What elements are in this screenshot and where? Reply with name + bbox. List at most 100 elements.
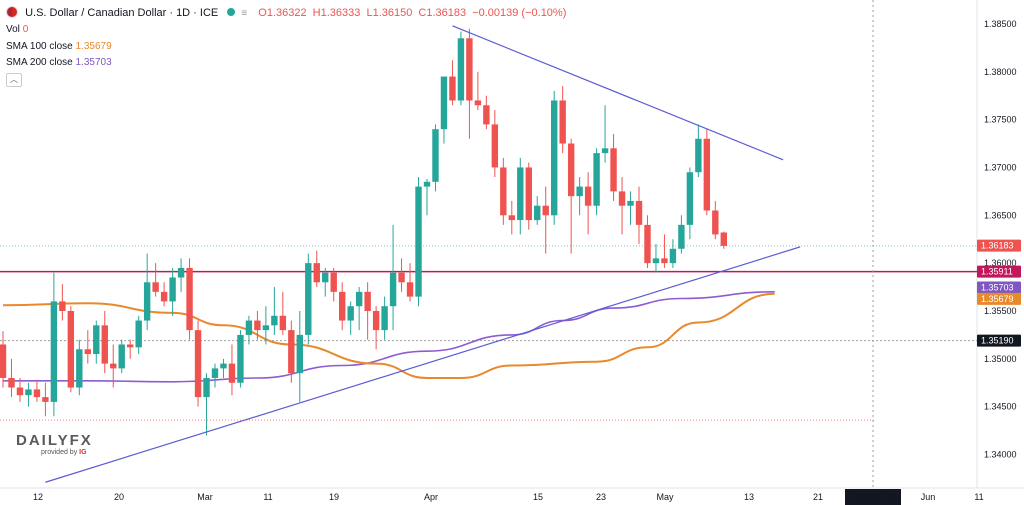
price-tag-bg: [977, 265, 1021, 278]
candle-body: [262, 325, 270, 331]
candle-body: [669, 248, 677, 264]
candle: [372, 306, 380, 350]
vol-value: 0: [22, 24, 29, 35]
sma200-value: 1.35703: [75, 57, 112, 68]
candle-body: [152, 282, 159, 292]
candle: [127, 339, 134, 359]
x-tick-label: 19: [329, 492, 339, 502]
candle: [59, 284, 66, 321]
candle-body: [237, 334, 244, 383]
candle: [449, 60, 456, 106]
sma200-price-tag: 1.35703: [977, 281, 1021, 294]
candle-body: [406, 282, 414, 297]
x-tick-label: Apr: [424, 492, 438, 502]
candle: [33, 379, 41, 402]
sma100-line: [2, 292, 775, 379]
candle-body: [534, 205, 541, 221]
date-tag-label: 28 May '24: [851, 492, 895, 502]
candle-body: [576, 186, 583, 197]
symbol-title[interactable]: U.S. Dollar / Canadian Dollar · 1D · ICE: [25, 7, 219, 19]
x-tick-label: 13: [744, 492, 754, 502]
candle-body: [135, 320, 142, 348]
x-tick-label: Mar: [197, 492, 213, 502]
candle: [474, 71, 482, 111]
candle-body: [381, 306, 388, 331]
sma100-legend[interactable]: SMA 100 close 1.35679: [6, 40, 112, 54]
ig-brand: IG: [79, 449, 87, 456]
collapse-legend-icon[interactable]: ︿: [6, 73, 22, 87]
candle: [101, 310, 108, 374]
candle-body: [449, 76, 456, 101]
y-tick-label: 1.36000: [984, 258, 1017, 268]
candle: [364, 282, 371, 340]
sma100-price-tag: 1.35679: [977, 292, 1021, 305]
candle-body: [525, 167, 532, 221]
candle-body: [101, 325, 108, 364]
candle-body: [347, 306, 354, 321]
y-tick-label: 1.37500: [984, 115, 1017, 125]
candle: [254, 310, 261, 340]
candle-body: [491, 124, 499, 168]
candle: [305, 253, 312, 345]
candle-body: [618, 191, 626, 206]
candle-body: [398, 272, 405, 283]
candle-body: [466, 38, 473, 101]
candles: [0, 28, 727, 436]
trendlines[interactable]: [45, 25, 801, 483]
volume-legend[interactable]: Vol 0: [6, 23, 28, 37]
candle-body: [143, 282, 151, 321]
candle: [483, 95, 490, 130]
price-axis[interactable]: 1.38500 1.38000 1.37500 1.37000 1.36500 1.360…: [984, 19, 1017, 460]
logo-sub-prefix: provided by: [41, 449, 78, 456]
candle: [559, 86, 566, 154]
candle: [525, 162, 532, 230]
y-tick-label: 1.38000: [984, 67, 1017, 77]
candle: [288, 320, 295, 383]
x-tick-label: 21: [813, 492, 823, 502]
candle: [695, 124, 702, 178]
candle-body: [177, 267, 185, 278]
candle-body: [678, 224, 685, 249]
candle-body: [601, 148, 609, 154]
compare-icon[interactable]: ≡: [241, 8, 248, 19]
candle: [330, 267, 337, 302]
candle-body: [160, 291, 168, 302]
dailyfx-logo: DAILYFX: [16, 432, 93, 449]
price-tag-bg: [977, 334, 1021, 347]
price-tag-label: 1.35911: [981, 267, 1013, 277]
time-axis[interactable]: 12 20 Mar 11 19 Apr 15 23 May 13 21 Jun 11 28 May '24: [33, 489, 984, 505]
candle: [644, 215, 651, 268]
candle-body: [627, 200, 634, 206]
candle-body: [313, 263, 320, 283]
candle-body: [228, 363, 236, 383]
lower-support-trendline: [45, 246, 801, 483]
candle-body: [355, 291, 363, 307]
candle: [203, 373, 210, 436]
candle: [627, 191, 634, 225]
candle: [143, 253, 151, 331]
ohlc-values: O1.36322 H1.36333 L1.36150 C1.36183 −0.0…: [258, 7, 569, 19]
candle-body: [84, 349, 91, 355]
candle-body: [686, 172, 694, 225]
candle-body: [271, 315, 278, 326]
candle: [211, 363, 219, 388]
candle-body: [720, 232, 727, 246]
candle-body: [457, 38, 465, 101]
x-tick-label: May: [656, 492, 674, 502]
candle-body: [517, 167, 524, 221]
candle: [712, 200, 719, 240]
candle: [423, 178, 431, 216]
candle-body: [432, 129, 439, 182]
candle: [245, 315, 253, 345]
candle: [457, 31, 465, 106]
y-tick-label: 1.35500: [984, 306, 1017, 316]
candle: [110, 344, 117, 388]
y-tick-label: 1.38500: [984, 19, 1017, 29]
x-tick-label: 23: [596, 492, 606, 502]
candle: [491, 110, 499, 178]
candle-body: [279, 315, 287, 331]
sma200-legend[interactable]: SMA 200 close 1.35703: [6, 56, 112, 70]
symbol-header[interactable]: U.S. Dollar / Canadian Dollar · 1D · ICE…: [6, 5, 569, 22]
candle: [381, 296, 388, 340]
